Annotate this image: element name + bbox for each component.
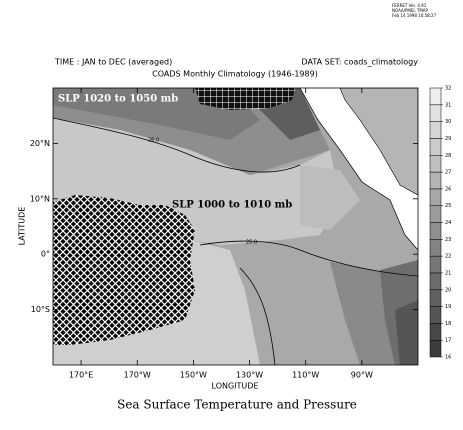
- x-tick-label: 90°W: [351, 371, 373, 380]
- colorbar-cell: [429, 104, 442, 122]
- dataset-label: DATA SET: coads_climatology: [302, 58, 419, 67]
- colorbar-cell: [429, 272, 442, 290]
- colorbar-cell: [429, 239, 442, 257]
- colorbar-label: 18: [445, 321, 451, 327]
- contour-label: 26.0: [246, 240, 257, 246]
- credit: Feb 14 1998 10:58:27: [392, 13, 437, 18]
- x-tick-label: 170°E: [69, 371, 93, 380]
- colorbar-label: 26: [445, 186, 451, 192]
- colorbar-label: 32: [445, 86, 451, 92]
- colorbar-label: 24: [445, 220, 451, 226]
- x-tick-label: 150°W: [180, 371, 207, 380]
- contour-label: 26.0: [148, 138, 159, 144]
- colorbar-cell: [429, 255, 442, 274]
- plot-frame: [52, 87, 419, 366]
- x-axis-label: LONGITUDE: [212, 382, 259, 391]
- colorbar-cell: [429, 205, 442, 223]
- colorbar-label: 16: [445, 355, 451, 361]
- colorbar-cell: [429, 306, 442, 324]
- colorbar-label: 29: [445, 136, 451, 142]
- sst-field: [53, 88, 418, 365]
- colorbar-label: 22: [445, 254, 451, 260]
- x-tick-label: 170°W: [124, 371, 151, 380]
- x-tick-label: 110°W: [292, 371, 319, 380]
- colorbar-cell: [429, 87, 442, 106]
- colorbar-cell: [429, 121, 442, 139]
- colorbar-cell: [429, 323, 442, 341]
- colorbar-cell: [429, 222, 442, 240]
- y-tick-label: 20°N: [30, 139, 50, 148]
- subtitle: COADS Monthly Climatology (1946-1989): [152, 70, 318, 79]
- colorbar-label: 21: [445, 270, 451, 276]
- x-tick-label: 130°W: [236, 371, 263, 380]
- colorbar-label: 23: [445, 237, 451, 243]
- time-label: TIME : JAN to DEC (averaged): [54, 58, 172, 67]
- colorbar-label: 27: [445, 170, 451, 176]
- credit: NOAA/PMEL TMAP: [392, 8, 429, 13]
- y-tick-label: 0°: [41, 250, 50, 259]
- y-axis-label: LATITUDE: [18, 207, 27, 246]
- y-tick-label: 10°S: [31, 305, 50, 314]
- colorbar-cell: [429, 339, 442, 358]
- y-tick-label: 10°N: [30, 194, 50, 203]
- colorbar-label: 19: [445, 304, 451, 310]
- annotation: SLP 1020 to 1050 mb: [58, 94, 178, 105]
- colorbar-label: 20: [445, 287, 451, 293]
- colorbar-label: 17: [445, 338, 451, 344]
- colorbar-label: 30: [445, 119, 451, 125]
- colorbar-cell: [429, 289, 442, 307]
- credit: FERRET Ver. 4.91: [392, 3, 427, 8]
- colorbar-label: 25: [445, 203, 451, 209]
- colorbar-cell: [429, 171, 442, 190]
- colorbar-cell: [429, 138, 442, 156]
- colorbar-cell: [429, 155, 442, 173]
- annotation: SLP 1000 to 1010 mb: [172, 200, 292, 211]
- chart-title: Sea Surface Temperature and Pressure: [117, 398, 357, 412]
- colorbar-label: 28: [445, 153, 451, 159]
- colorbar-label: 31: [445, 102, 451, 108]
- colorbar-cell: [429, 188, 442, 206]
